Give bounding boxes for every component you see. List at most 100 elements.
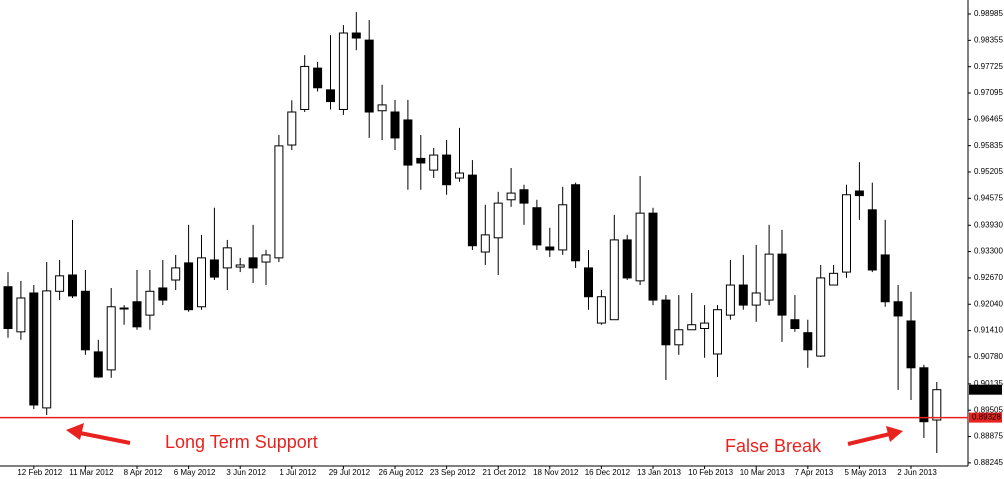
y-tick-label: 0.98355 [974,35,1003,44]
candle-body [364,39,374,113]
candle-body [261,254,271,263]
candle-body [119,307,129,310]
candle-body [222,247,232,269]
candle-body [919,367,929,423]
candle-body [687,324,697,331]
candle-body [351,32,361,39]
x-tick-label: 8 Apr 2012 [124,468,163,477]
x-tick-label: 18 Nov 2012 [533,468,579,477]
candle-body [287,111,297,146]
price-tag [969,412,1002,423]
candle-body [377,104,387,112]
candle-body [932,389,942,421]
candle-body [338,32,348,110]
price-tag [969,384,1002,395]
candle-body [80,290,90,351]
x-tick-label: 23 Sep 2012 [430,468,476,477]
candle-body [777,253,787,316]
candle-body [906,320,916,369]
y-tick-label: 0.97095 [974,88,1003,97]
y-tick-label: 0.91410 [974,326,1003,335]
candle-body [429,154,439,171]
candle-body [738,284,748,306]
candle-body [209,259,219,278]
candle-body [68,274,77,297]
candle-body [596,296,606,324]
x-tick-label: 13 Jan 2013 [637,468,682,477]
candle-body [700,322,710,329]
x-tick-label: 7 Apr 2013 [794,468,833,477]
candle-body [713,309,722,355]
annotation: Long Term Support [165,432,318,452]
candle-body [197,257,206,308]
candle-body [93,351,103,378]
candle-body [635,212,645,282]
x-tick-label: 11 Mar 2012 [69,468,114,477]
candle-body [571,184,581,262]
candle-body [132,301,142,328]
candle-body [42,290,52,409]
candle-body [416,157,426,164]
candle-body [455,172,464,179]
candle-body [790,319,800,329]
y-tick-label: 0.95205 [974,167,1003,176]
candle-body [248,257,258,269]
y-tick-label: 0.93300 [974,247,1003,256]
x-tick-label: 5 May 2013 [844,468,886,477]
arrow [66,423,131,445]
candle-body [751,292,761,306]
candle-body [532,207,542,246]
annotation: False Break [725,436,822,456]
x-tick-label: 1 Jul 2012 [279,468,316,477]
candle-body [493,202,503,239]
x-tick-label: 10 Feb 2013 [688,468,733,477]
y-tick-label: 0.98985 [974,9,1003,18]
candle-body [661,299,671,346]
candle-body [816,277,826,357]
candle-body [55,275,65,292]
candle-body [106,306,116,371]
x-tick-label: 10 Mar 2013 [740,468,785,477]
candle-body [854,190,864,197]
y-tick-label: 0.90780 [974,352,1003,361]
x-tick-label: 2 Jun 2013 [897,468,937,477]
candle-body [145,290,155,316]
candle-body [274,145,284,259]
candle-body [300,65,310,110]
y-tick-label: 0.90135 [974,379,1003,388]
y-tick-label: 0.88245 [974,458,1003,467]
candle-body [842,194,851,273]
y-tick-label: 0.96465 [974,114,1003,123]
x-tick-label: 26 Aug 2012 [379,468,424,477]
candle-body [3,286,13,329]
candle-body [829,272,839,286]
candle-body [403,119,413,166]
candle-body [584,267,593,298]
candle-body [467,174,477,247]
candle-body [558,204,568,251]
x-tick-label: 21 Oct 2012 [482,468,526,477]
candle-body [480,234,490,253]
candle-body [880,254,890,303]
candle-body [867,209,877,271]
candle-body [171,267,181,281]
x-tick-label: 3 Jun 2012 [226,468,266,477]
candle-body [506,192,516,201]
y-tick-label: 0.93930 [974,220,1003,229]
y-tick-label: 0.89505 [974,405,1003,414]
y-tick-label: 0.97725 [974,62,1003,71]
arrow [847,426,903,446]
y-tick-label: 0.95835 [974,141,1003,150]
candle-body [390,111,400,139]
x-tick-label: 6 May 2012 [174,468,216,477]
y-tick-label: 0.94575 [974,193,1003,202]
candle-body [519,189,529,204]
price-tag-label: 0.89996 [972,385,1001,394]
y-tick-label: 0.88875 [974,432,1003,441]
candle-body [609,239,619,321]
candle-body [442,154,452,186]
candle-body [235,264,245,268]
candle-body [313,67,323,89]
